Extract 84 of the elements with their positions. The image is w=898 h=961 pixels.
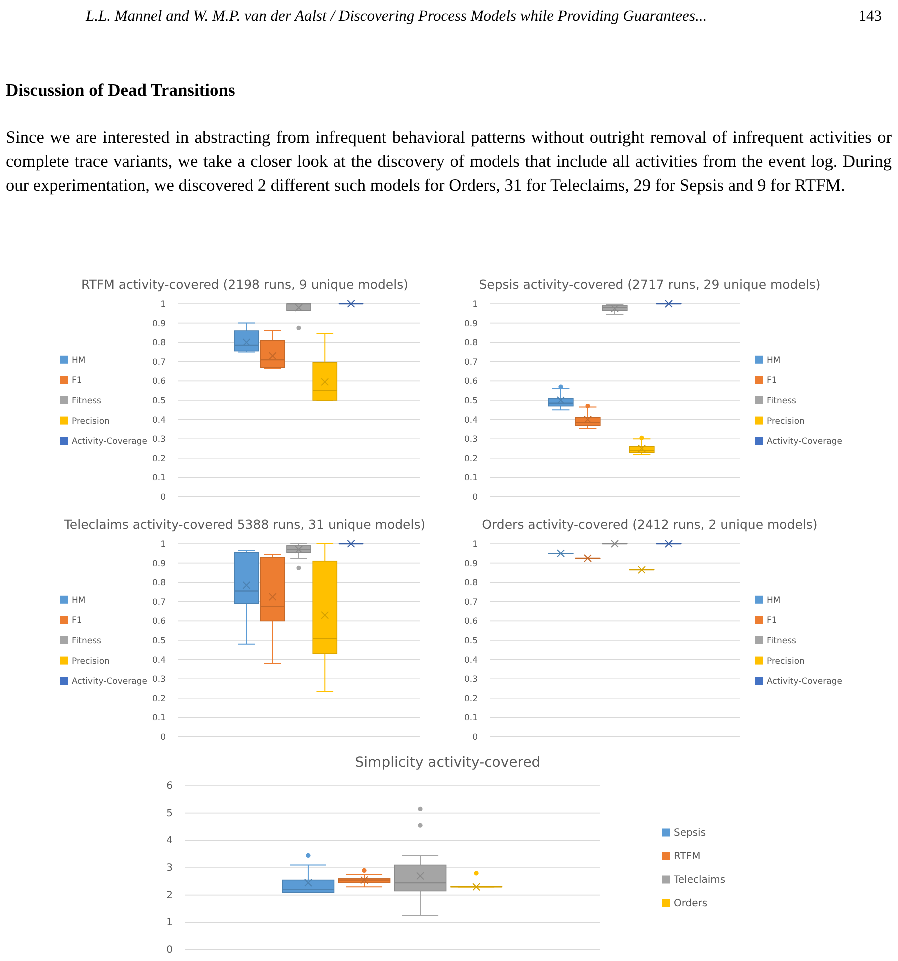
legend-label: Precision: [767, 416, 805, 427]
y-tick-label: 1: [160, 540, 166, 550]
y-tick-label: 0.8: [464, 338, 478, 349]
y-tick-label: 0.3: [464, 675, 478, 686]
legend-label: F1: [72, 616, 82, 626]
text: 143: [858, 8, 882, 26]
y-tick-label: 0.6: [152, 377, 166, 388]
y-tick-label: 0.4: [152, 656, 166, 666]
y-tick-label: 0.1: [464, 714, 478, 724]
legend-label: Teleclaims: [673, 874, 726, 886]
legend-label: HM: [767, 356, 781, 366]
legend-label: Activity-Coverage: [72, 677, 148, 688]
y-tick-label: 0.6: [464, 377, 478, 388]
y-tick-label: 0.3: [152, 675, 166, 686]
y-tick-label: 0.9: [152, 559, 166, 570]
chart-title: Sepsis activity-covered (2717 runs, 29 unique models): [479, 277, 821, 292]
chart-title: RTFM activity-covered (2198 runs, 9 unique models): [82, 277, 408, 292]
legend-label: Precision: [72, 656, 110, 667]
y-tick-label: 0.2: [152, 454, 166, 464]
legend-label: Sepsis: [674, 828, 706, 839]
y-tick-label: 0.1: [464, 474, 478, 484]
y-tick-label: 0.5: [464, 636, 478, 646]
legend-label: RTFM: [674, 851, 701, 862]
y-tick-label: 0.6: [152, 617, 166, 628]
y-tick-label: 0: [166, 945, 173, 956]
legend-label: F1: [72, 376, 82, 386]
y-tick-label: 0: [160, 493, 166, 503]
y-tick-label: 0.9: [152, 319, 166, 330]
y-tick-label: 0.6: [464, 617, 478, 628]
legend-label: Precision: [72, 416, 110, 427]
y-tick-label: 0.7: [464, 358, 478, 368]
y-tick-label: 0.2: [152, 694, 166, 704]
y-tick-label: 2: [166, 890, 173, 902]
y-tick-label: 0.1: [152, 474, 166, 484]
legend-label: Orders: [674, 898, 708, 910]
y-tick-label: 0.4: [152, 416, 166, 426]
text: Since we are interested in abstracting from infrequent behavioral patterns without outright removal of infrequent activities or complete trace variants, we take a closer look at the discovery of models that include all activities from the event log. During our experimentation, we discovered 2 different such models for Orders, 31 for Teleclaims, 29 for Sepsis and 9 for RTFM.: [6, 127, 892, 197]
legend-label: Fitness: [767, 636, 798, 646]
y-tick-label: 0.5: [464, 396, 478, 406]
legend-label: Fitness: [72, 636, 102, 646]
y-tick-label: 0: [472, 493, 478, 503]
text: L.L. Mannel and W. M.P. van der Aalst / Discovering Process Models while Providing Guarantees...: [86, 8, 708, 26]
y-tick-label: 0: [472, 733, 478, 743]
y-tick-label: 1: [472, 540, 478, 550]
y-tick-label: 0.2: [464, 454, 478, 464]
y-tick-label: 0.8: [152, 338, 166, 349]
legend-label: Fitness: [767, 396, 798, 406]
y-tick-label: 4: [166, 836, 173, 847]
chart-title: Simplicity activity-covered: [355, 755, 541, 771]
y-tick-label: 0.3: [152, 435, 166, 446]
y-tick-label: 0.7: [152, 598, 166, 608]
legend-label: Activity-Coverage: [767, 677, 842, 688]
text: Discussion of Dead Transitions: [6, 80, 236, 101]
y-tick-label: 6: [166, 781, 173, 792]
y-tick-label: 3: [166, 863, 173, 874]
y-tick-label: 0.1: [152, 714, 166, 724]
y-tick-label: 0.8: [152, 578, 166, 589]
chart-title: Teleclaims activity-covered 5388 runs, 31 unique models): [63, 517, 426, 532]
chart-title: Orders activity-covered (2412 runs, 2 unique models): [482, 517, 818, 532]
legend-label: Activity-Coverage: [72, 437, 148, 448]
legend-label: F1: [767, 376, 778, 386]
y-tick-label: 0.5: [152, 636, 166, 646]
y-tick-label: 0.4: [464, 416, 478, 426]
legend-label: Fitness: [72, 396, 102, 406]
y-tick-label: 0.9: [464, 559, 478, 570]
legend-label: Activity-Coverage: [767, 437, 842, 448]
legend-label: HM: [72, 356, 86, 366]
legend-label: F1: [767, 616, 778, 626]
legend-label: HM: [72, 596, 86, 606]
y-tick-label: 0.8: [464, 578, 478, 589]
y-tick-label: 0.7: [464, 598, 478, 608]
y-tick-label: 0.7: [152, 358, 166, 368]
y-tick-label: 0: [160, 733, 166, 743]
y-tick-label: 5: [166, 808, 173, 820]
y-tick-label: 1: [472, 300, 478, 310]
y-tick-label: 0.4: [464, 656, 478, 666]
legend-label: HM: [767, 596, 781, 606]
y-tick-label: 1: [160, 300, 166, 310]
y-tick-label: 1: [166, 918, 173, 929]
y-tick-label: 0.2: [464, 694, 478, 704]
y-tick-label: 0.9: [464, 319, 478, 330]
y-tick-label: 0.3: [464, 435, 478, 446]
y-tick-label: 0.5: [152, 396, 166, 406]
legend-label: Precision: [767, 656, 805, 667]
